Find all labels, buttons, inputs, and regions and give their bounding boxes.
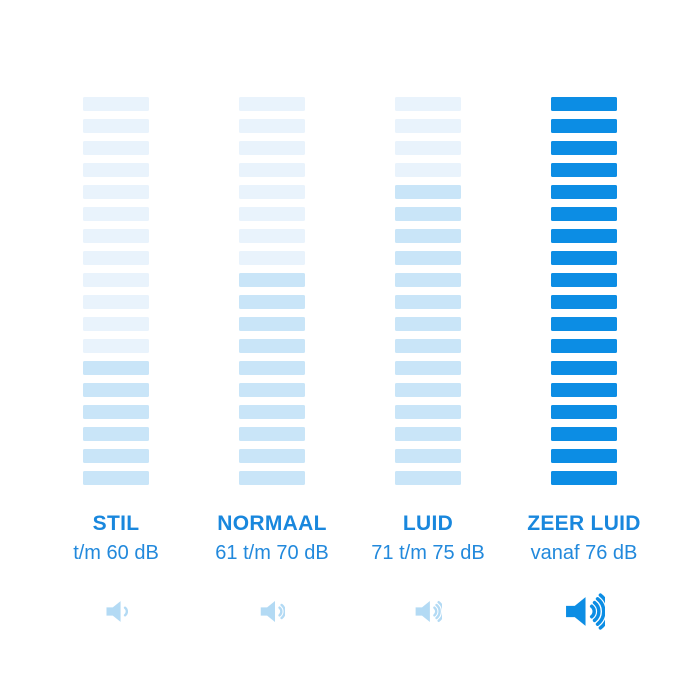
level-bar-segment: [551, 383, 617, 397]
level-bar-segment: [239, 449, 305, 463]
level-bar-segment: [551, 317, 617, 331]
level-bar-segment: [83, 251, 149, 265]
level-range: t/m 60 dB: [73, 542, 159, 565]
level-bar-segment: [239, 405, 305, 419]
level-bar-segment: [551, 273, 617, 287]
level-range: vanaf 76 dB: [530, 542, 638, 565]
level-bar-segment: [83, 361, 149, 375]
level-bar-segment: [83, 185, 149, 199]
level-label: STIL: [92, 512, 140, 535]
level-bar-segment: [395, 427, 461, 441]
level-bar-segment: [395, 141, 461, 155]
level-bar-segment: [395, 295, 461, 309]
level-bar-segment: [83, 119, 149, 133]
level-bar-segment: [551, 339, 617, 353]
level-label: LUID: [402, 512, 454, 535]
level-bar-segment: [395, 405, 461, 419]
level-bar-segment: [395, 317, 461, 331]
level-bars: [239, 97, 305, 485]
level-bar-segment: [239, 97, 305, 111]
level-bar-segment: [395, 251, 461, 265]
level-bar-segment: [551, 427, 617, 441]
level-bar-segment: [395, 97, 461, 111]
level-bar-segment: [551, 251, 617, 265]
level-bar-segment: [239, 471, 305, 485]
level-bar-segment: [239, 251, 305, 265]
level-bar-segment: [551, 471, 617, 485]
level-bars: [83, 97, 149, 485]
column-zeer-luid: ZEER LUID vanaf 76 dB: [506, 97, 662, 632]
level-bar-segment: [395, 119, 461, 133]
level-bar-segment: [239, 361, 305, 375]
level-bar-segment: [551, 295, 617, 309]
level-range: 61 t/m 70 dB: [215, 542, 329, 565]
level-bar-segment: [551, 207, 617, 221]
speaker-volume-high-icon: [414, 590, 442, 632]
speaker-volume-medium-icon: [259, 590, 285, 632]
level-label: ZEER LUID: [527, 512, 641, 535]
level-range: 71 t/m 75 dB: [371, 542, 485, 565]
level-bar-segment: [83, 141, 149, 155]
level-bar-segment: [83, 383, 149, 397]
speaker-volume-max-icon: [564, 590, 605, 632]
level-bar-segment: [239, 163, 305, 177]
level-bar-segment: [83, 449, 149, 463]
level-bar-segment: [239, 185, 305, 199]
level-bar-segment: [395, 229, 461, 243]
level-bar-segment: [395, 361, 461, 375]
level-bar-segment: [83, 273, 149, 287]
level-bar-segment: [83, 427, 149, 441]
level-bar-segment: [551, 185, 617, 199]
level-bar-segment: [551, 229, 617, 243]
level-bar-segment: [239, 295, 305, 309]
level-bar-segment: [83, 97, 149, 111]
level-bar-segment: [83, 317, 149, 331]
speaker-volume-low-icon: [105, 590, 128, 632]
level-bar-segment: [395, 163, 461, 177]
column-stil: STIL t/m 60 dB: [38, 97, 194, 632]
level-bars: [395, 97, 461, 485]
level-bar-segment: [83, 339, 149, 353]
level-bar-segment: [239, 119, 305, 133]
column-normaal: NORMAAL 61 t/m 70 dB: [194, 97, 350, 632]
level-bar-segment: [239, 317, 305, 331]
level-bar-segment: [551, 141, 617, 155]
level-bar-segment: [83, 229, 149, 243]
level-bar-segment: [83, 471, 149, 485]
level-bar-segment: [395, 207, 461, 221]
level-bar-segment: [551, 163, 617, 177]
level-bar-segment: [239, 427, 305, 441]
level-bar-segment: [395, 471, 461, 485]
level-bar-segment: [239, 229, 305, 243]
level-bars: [551, 97, 617, 485]
level-bar-segment: [239, 141, 305, 155]
column-luid: LUID 71 t/m 75 dB: [350, 97, 506, 632]
level-bar-segment: [239, 273, 305, 287]
level-bar-segment: [83, 207, 149, 221]
columns-row: STIL t/m 60 dB NORMAAL 61 t/m 70 dB LUID…: [38, 97, 662, 632]
level-bar-segment: [395, 339, 461, 353]
level-bar-segment: [551, 449, 617, 463]
level-bar-segment: [239, 207, 305, 221]
level-bar-segment: [395, 449, 461, 463]
level-bar-segment: [239, 339, 305, 353]
level-bar-segment: [395, 273, 461, 287]
level-bar-segment: [551, 361, 617, 375]
level-bar-segment: [551, 405, 617, 419]
level-bar-segment: [551, 119, 617, 133]
level-bar-segment: [395, 383, 461, 397]
level-bar-segment: [239, 383, 305, 397]
level-bar-segment: [83, 295, 149, 309]
level-bar-segment: [551, 97, 617, 111]
level-bar-segment: [83, 405, 149, 419]
level-label: NORMAAL: [217, 512, 327, 535]
level-bar-segment: [395, 185, 461, 199]
level-bar-segment: [83, 163, 149, 177]
